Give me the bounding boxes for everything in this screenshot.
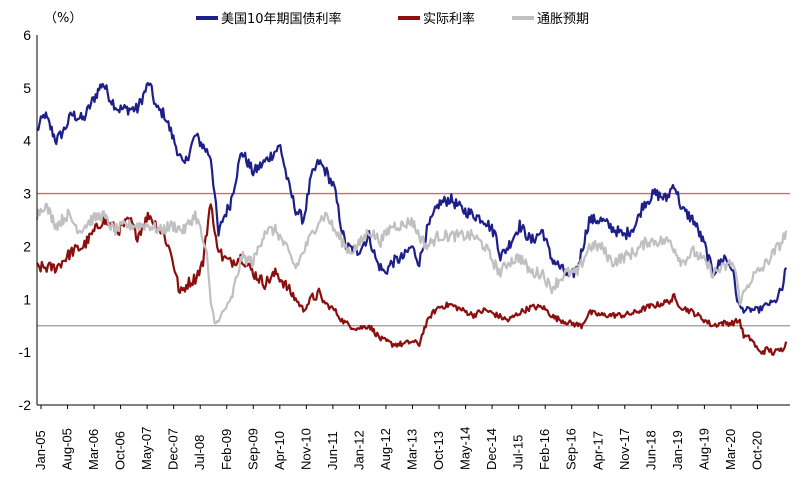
- y-tick-label: 1: [23, 291, 31, 307]
- y-tick-label: 4: [23, 133, 31, 149]
- x-tick-label: Sep-16: [564, 428, 579, 470]
- x-tick-label: Aug-05: [60, 428, 75, 470]
- x-tick-label: Nov-17: [617, 428, 632, 470]
- series-line-2: [35, 202, 788, 325]
- x-tick-label: Apr-10: [272, 431, 287, 470]
- x-tick-label: Jan-05: [33, 430, 48, 470]
- x-tick-labels: Jan-05 Aug-05 Mar-06 Oct-06 May-07 Dec-07 Jul-…: [33, 405, 764, 470]
- y-tick-label: 3: [23, 186, 31, 202]
- x-tick-label: Aug-19: [696, 428, 711, 470]
- x-tick-label: Oct-13: [431, 431, 446, 470]
- y-tick-labels: 6 5 4 3 2 1 -1 -2: [19, 27, 32, 413]
- x-tick-label: Oct-20: [749, 431, 764, 470]
- y-tick-label: 6: [23, 27, 31, 43]
- x-tick-label: May-14: [458, 427, 473, 470]
- series-lines: [35, 81, 788, 356]
- series-line-1: [36, 203, 788, 356]
- x-tick-label: Apr-17: [590, 431, 605, 470]
- y-tick-label: 2: [23, 238, 31, 254]
- y-tick-label: 5: [23, 80, 31, 96]
- x-tick-label: Mar-06: [86, 429, 101, 470]
- x-tick-label: Jun-18: [643, 430, 658, 470]
- x-tick-label: Jun-11: [325, 431, 340, 470]
- legend-label-2: 通胀预期: [537, 12, 589, 27]
- legend: 美国10年期国债利率 实际利率 通胀预期: [196, 11, 589, 27]
- x-tick-label: May-07: [139, 427, 154, 470]
- x-tick-label: Dec-14: [484, 428, 499, 470]
- x-tick-label: Feb-09: [219, 429, 234, 470]
- legend-label-1: 实际利率: [423, 11, 475, 27]
- x-tick-label: Nov-10: [298, 428, 313, 470]
- y-tick-label: -2: [19, 397, 32, 413]
- x-tick-label: Aug-12: [378, 428, 393, 470]
- x-tick-label: Jul-15: [511, 435, 526, 470]
- y-tick-label: -1: [19, 344, 32, 360]
- x-tick-label: Dec-07: [166, 428, 181, 470]
- x-tick-label: Mar-13: [405, 429, 420, 470]
- x-tick-label: Jan-19: [670, 430, 685, 470]
- x-tick-label: Mar-20: [723, 429, 738, 470]
- x-tick-label: Oct-06: [113, 431, 128, 470]
- series-line-0: [36, 81, 788, 314]
- x-tick-label: Sep-09: [245, 428, 260, 470]
- legend-label-0: 美国10年期国债利率: [221, 11, 342, 27]
- y-unit-label: （%）: [44, 11, 82, 26]
- axes: [36, 35, 790, 406]
- x-tick-label: Jul-08: [192, 435, 207, 470]
- x-tick-label: Feb-16: [537, 429, 552, 470]
- x-tick-label: Jan-12: [351, 430, 366, 470]
